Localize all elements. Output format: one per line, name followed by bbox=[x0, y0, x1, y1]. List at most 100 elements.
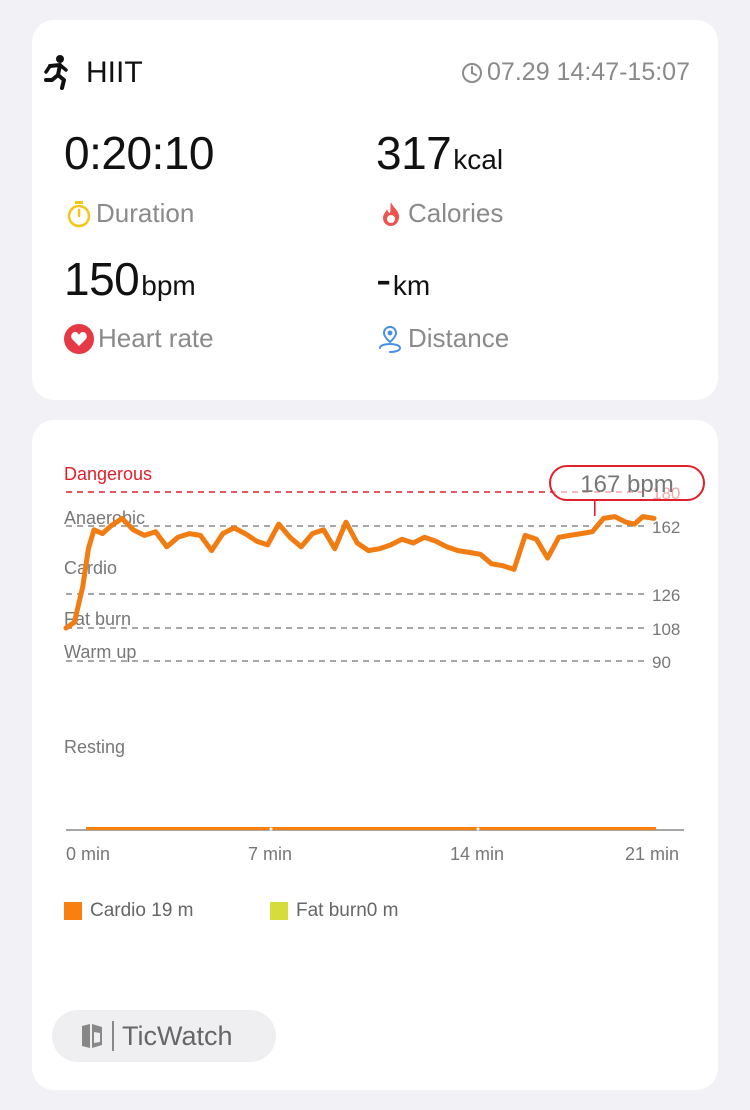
ticwatch-brand-chip[interactable]: TicWatch bbox=[52, 1010, 276, 1062]
heart-rate-series-line bbox=[63, 514, 657, 631]
heart-rate-point bbox=[300, 545, 303, 548]
x-tick-mark bbox=[476, 827, 480, 831]
calories-label: Calories bbox=[408, 198, 504, 228]
heart-rate-point bbox=[120, 517, 124, 520]
threshold-label-162: 162 bbox=[652, 518, 680, 537]
brand-divider bbox=[112, 1021, 114, 1051]
brand-name: TicWatch bbox=[122, 1020, 233, 1051]
time-range-text: 07.29 14:47-15:07 bbox=[487, 58, 690, 86]
zone-label-anaerobic: Anaerobic bbox=[64, 508, 145, 528]
heart-rate-point bbox=[568, 534, 572, 537]
heart-rate-point bbox=[468, 551, 471, 554]
heart-rate-point bbox=[535, 538, 538, 541]
heart-rate-point bbox=[412, 541, 415, 545]
calories-label-row: Calories bbox=[378, 198, 503, 229]
heart-rate-point bbox=[641, 515, 644, 518]
heart-rate-chart-card: Dangerous Anaerobic Cardio Fat burn Warm up R… bbox=[32, 420, 718, 1090]
stopwatch-icon bbox=[67, 200, 91, 227]
legend-cardio: Cardio 19 m bbox=[64, 900, 194, 922]
heart-rate-point bbox=[613, 515, 616, 518]
zone-label-cardio: Cardio bbox=[64, 558, 117, 578]
heart-rate-point bbox=[255, 539, 258, 543]
heart-rate-point bbox=[87, 547, 90, 550]
heart-rate-point bbox=[580, 532, 583, 535]
distance-value: - bbox=[376, 253, 391, 305]
heart-rate-point bbox=[333, 547, 336, 550]
legend-swatch-fat-burn bbox=[270, 902, 288, 920]
heart-rate-point bbox=[154, 530, 157, 533]
heart-rate-point bbox=[423, 536, 426, 539]
clock-icon bbox=[462, 62, 483, 83]
heart-rate-point bbox=[602, 517, 605, 520]
heart-rate-point bbox=[288, 536, 292, 539]
max-bpm-label: 167 bpm bbox=[580, 471, 673, 498]
zone-label-resting: Resting bbox=[64, 737, 125, 757]
heart-rate-point bbox=[501, 564, 504, 567]
heart-rate-point bbox=[244, 532, 247, 535]
duration-metric: 0:20:10 bbox=[64, 130, 214, 176]
duration-label-row: Duration bbox=[66, 198, 194, 229]
distance-unit: km bbox=[392, 270, 431, 301]
duration-value: 0:20:10 bbox=[64, 127, 214, 179]
duration-label: Duration bbox=[96, 198, 195, 228]
heart-rate-label-row: Heart rate bbox=[64, 323, 214, 354]
threshold-label-90: 90 bbox=[652, 653, 671, 672]
heart-rate-point bbox=[490, 562, 493, 565]
heart-rate-chart: Dangerous Anaerobic Cardio Fat burn Warm up R… bbox=[63, 464, 705, 864]
x-tick-label: 21 min bbox=[625, 844, 679, 864]
heart-icon bbox=[64, 323, 94, 354]
heart-rate-point bbox=[524, 534, 527, 537]
calories-unit: kcal bbox=[453, 144, 504, 175]
heart-rate-point bbox=[176, 536, 180, 539]
heart-rate-point bbox=[624, 521, 628, 524]
heart-rate-point bbox=[356, 541, 359, 545]
cardio-zone-bar bbox=[86, 827, 656, 830]
heart-rate-point bbox=[210, 549, 213, 552]
heart-rate-point bbox=[143, 534, 146, 537]
heart-rate-unit: bpm bbox=[141, 270, 196, 301]
heart-rate-point bbox=[456, 549, 460, 552]
zone-label-fat-burn: Fat burn bbox=[64, 609, 131, 629]
heart-rate-label: Heart rate bbox=[98, 323, 214, 353]
heart-rate-point bbox=[557, 536, 560, 539]
heart-rate-point bbox=[73, 621, 76, 624]
calories-metric: 317kcal bbox=[376, 130, 503, 176]
heart-rate-point bbox=[344, 521, 348, 524]
legend-label-cardio: Cardio 19 m bbox=[90, 900, 194, 921]
x-tick-label: 7 min bbox=[248, 844, 292, 864]
calories-value: 317 bbox=[376, 127, 452, 179]
heart-rate-point bbox=[277, 522, 280, 526]
heart-rate-point bbox=[101, 532, 104, 535]
threshold-label-126: 126 bbox=[652, 586, 680, 605]
ticwatch-logo-icon bbox=[82, 1024, 102, 1048]
heart-rate-point bbox=[633, 522, 636, 526]
heart-rate-point bbox=[266, 543, 269, 547]
heart-rate-point bbox=[652, 517, 656, 520]
heart-rate-point bbox=[311, 532, 314, 535]
heart-rate-metric: 150bpm bbox=[64, 256, 196, 302]
heart-rate-point bbox=[165, 545, 168, 548]
zone-label-dangerous: Dangerous bbox=[64, 464, 152, 484]
heart-rate-point bbox=[132, 528, 135, 531]
x-tick-mark bbox=[269, 827, 273, 831]
workout-time-range: 07.29 14:47-15:07 bbox=[461, 58, 690, 87]
heart-rate-point bbox=[400, 538, 404, 541]
heart-rate-point bbox=[434, 539, 437, 543]
heart-rate-point bbox=[109, 524, 113, 528]
heart-rate-point bbox=[367, 549, 370, 552]
heart-rate-point bbox=[188, 532, 191, 535]
distance-metric: -km bbox=[376, 256, 430, 302]
workout-header: HIIT 07.29 14:47-15:07 bbox=[32, 20, 718, 120]
legend-label-fat-burn: Fat burn0 m bbox=[296, 900, 399, 921]
heart-rate-point bbox=[512, 568, 516, 571]
heart-rate-point bbox=[546, 556, 549, 560]
distance-label: Distance bbox=[408, 323, 510, 353]
heart-rate-point bbox=[445, 545, 448, 548]
heart-rate-point bbox=[221, 532, 224, 535]
workout-summary-card: HIIT 07.29 14:47-15:07 0:20:10 Duration … bbox=[32, 20, 718, 400]
x-tick-label: 14 min bbox=[450, 844, 504, 864]
heart-rate-point bbox=[389, 543, 392, 547]
heart-rate-point bbox=[479, 553, 482, 556]
zone-label-warm-up: Warm up bbox=[64, 642, 136, 662]
running-person-icon bbox=[44, 55, 68, 90]
